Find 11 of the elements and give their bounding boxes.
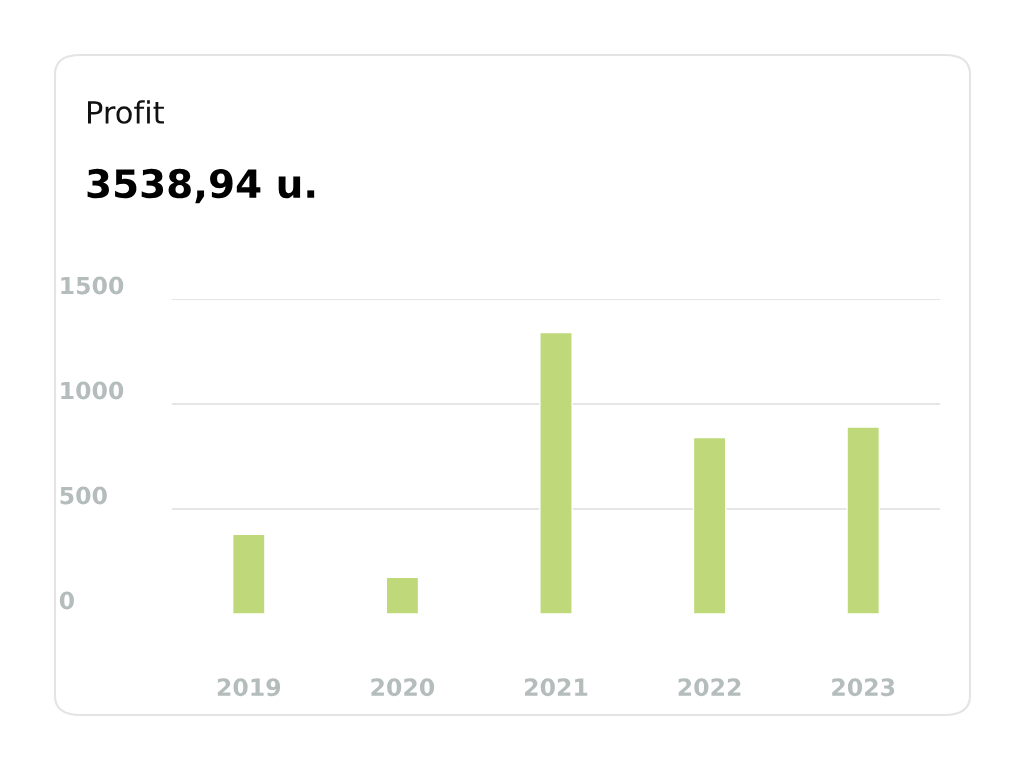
y-tick-label: 1500 bbox=[61, 276, 124, 295]
x-tick-label: 2022 bbox=[678, 678, 741, 697]
y-tick-label: 500 bbox=[60, 486, 107, 505]
y-tick-label: 1000 bbox=[61, 381, 124, 400]
chart-title: Profit bbox=[88, 100, 164, 124]
x-tick-label: 2023 bbox=[832, 678, 895, 697]
y-tick-label: 0 bbox=[59, 591, 74, 610]
x-tick-label: 2019 bbox=[217, 678, 281, 697]
chart-subtitle: 3538,94 u. bbox=[87, 168, 315, 204]
x-tick-label: 2020 bbox=[371, 678, 435, 697]
x-tick-label: 2021 bbox=[525, 678, 588, 697]
